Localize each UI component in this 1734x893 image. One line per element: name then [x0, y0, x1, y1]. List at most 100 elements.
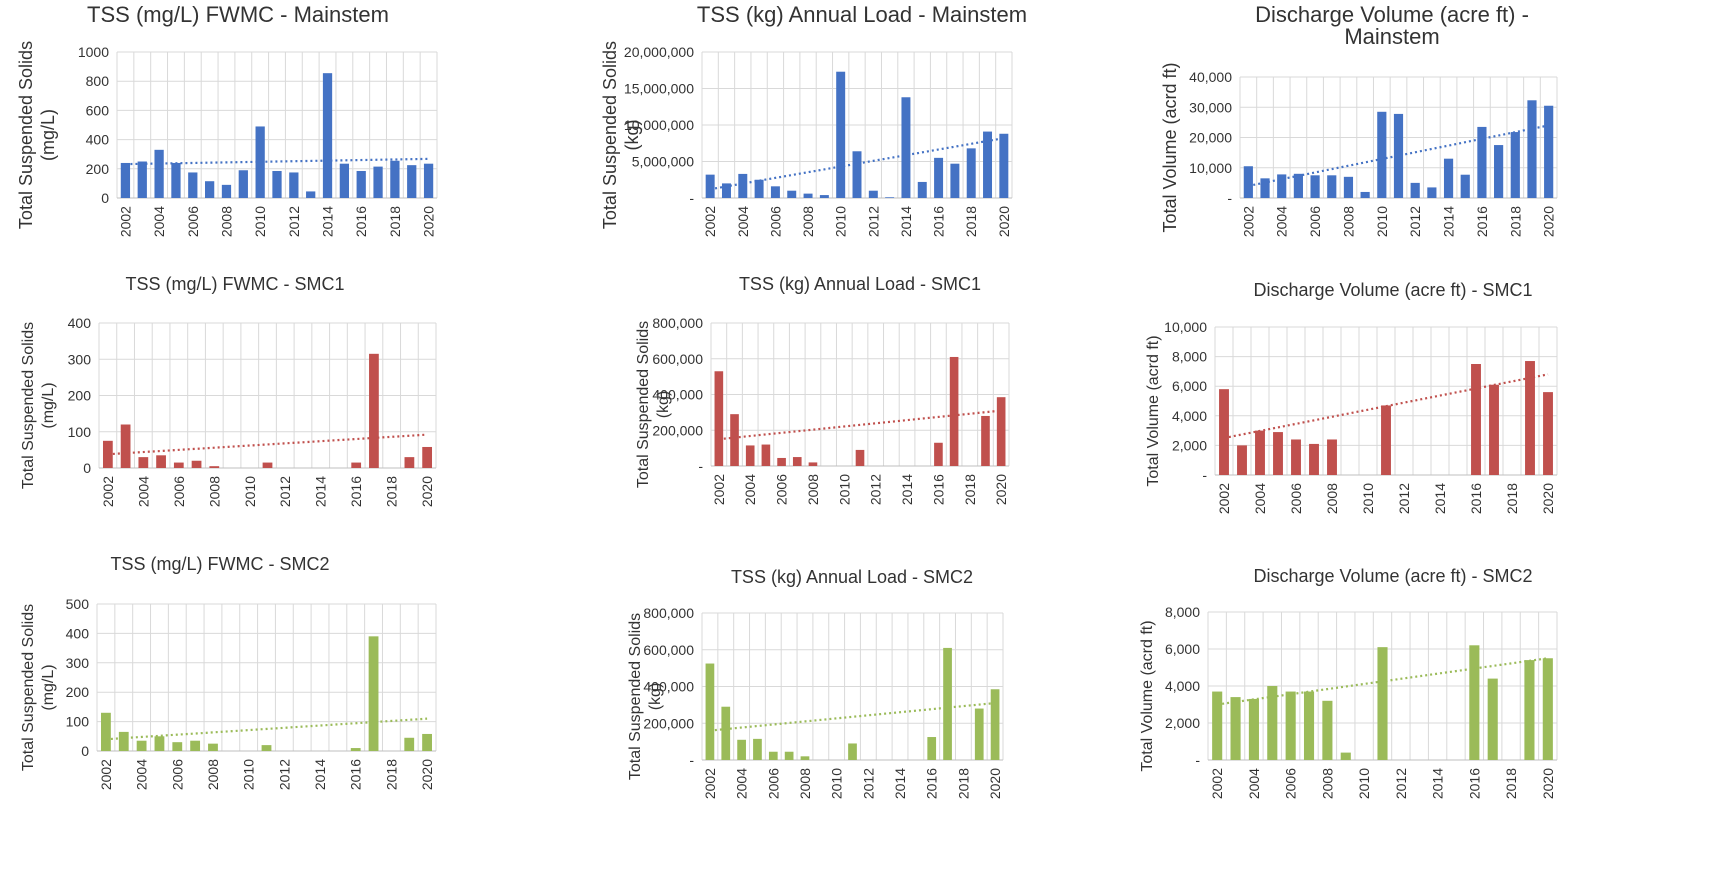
- x-tick-label: 2020: [1540, 483, 1556, 514]
- y-tick-label: 500: [66, 596, 90, 612]
- bar-2020: [990, 689, 1000, 760]
- bar-2012: [1410, 182, 1420, 198]
- y-tick-label: 0: [101, 190, 109, 206]
- y-axis-title: Total Suspended Solids (mg/L): [16, 41, 58, 229]
- x-tick-label: 2004: [134, 759, 150, 790]
- bar-2007: [1327, 175, 1337, 198]
- bar-2008: [208, 743, 218, 751]
- bar-2004: [1255, 430, 1265, 475]
- x-tick-label: 2010: [829, 768, 845, 799]
- bar-2016: [934, 157, 944, 198]
- bar-2017: [1487, 678, 1498, 760]
- bar-2012: [289, 172, 299, 198]
- x-tick-label: 2012: [1396, 483, 1412, 514]
- y-tick-label: 30,000: [1189, 99, 1232, 115]
- bar-2003: [730, 414, 739, 466]
- bar-2015: [339, 163, 349, 198]
- x-tick-label: 2008: [1324, 483, 1340, 514]
- bar-2007: [205, 181, 215, 198]
- x-tick-label: 2002: [98, 759, 114, 790]
- bar-2005: [154, 736, 165, 751]
- bar-2004: [136, 740, 147, 751]
- bar-2005: [1267, 686, 1278, 760]
- bar-2011: [852, 151, 862, 198]
- bar-2007: [190, 740, 201, 751]
- y-tick-label: 400: [68, 315, 92, 331]
- x-tick-label: 2016: [924, 768, 940, 799]
- x-tick-label: 2004: [1246, 768, 1262, 799]
- y-tick-label: 1000: [78, 44, 109, 60]
- y-tick-label: 100: [66, 714, 90, 730]
- bar-2003: [1237, 445, 1247, 475]
- y-axis-title: Total Suspended Solids (kg): [600, 41, 642, 229]
- x-tick-label: 2018: [1503, 768, 1519, 799]
- x-tick-label: 2008: [206, 476, 222, 507]
- bar-2017: [368, 636, 379, 751]
- bar-2007: [191, 460, 202, 468]
- bar-2020: [1544, 105, 1554, 198]
- bar-2010: [255, 126, 265, 198]
- bar-2018: [1510, 132, 1520, 198]
- x-tick-label: 2020: [419, 759, 435, 790]
- y-tick-label: -: [698, 458, 703, 474]
- chart-title: TSS (kg) Annual Load - SMC2: [731, 567, 973, 587]
- bar-2012: [868, 190, 878, 198]
- x-tick-label: 2010: [1360, 483, 1376, 514]
- x-tick-label: 2006: [171, 476, 187, 507]
- chart-3: Discharge Volume (acre ft) -Mainstem - 10,…: [1160, 2, 1558, 237]
- x-tick-label: 2004: [1274, 206, 1290, 237]
- x-tick-label: 2004: [742, 474, 758, 505]
- chart-title: TSS (mg/L) FWMC - SMC1: [126, 274, 345, 294]
- bar-2019: [1525, 361, 1535, 475]
- chart-title: Discharge Volume (acre ft) - SMC2: [1253, 566, 1532, 586]
- y-tick-label: -: [689, 190, 694, 206]
- y-tick-label: 10,000,000: [624, 117, 694, 133]
- bar-2004: [745, 445, 755, 466]
- y-tick-label: 800,000: [652, 315, 703, 331]
- y-tick-label: -: [689, 752, 694, 768]
- y-axis-title: Total Volume (acrd ft): [1145, 335, 1162, 486]
- bar-2005: [156, 455, 166, 468]
- x-tick-label: 2014: [892, 768, 908, 799]
- bar-2004: [1248, 698, 1259, 760]
- y-tick-label: 800: [86, 73, 110, 89]
- x-tick-label: 2016: [348, 759, 364, 790]
- x-tick-label: 2010: [836, 474, 852, 505]
- y-axis-title: Total Suspended Solids (kg): [635, 321, 672, 488]
- trend-line: [1223, 373, 1549, 440]
- y-tick-label: 600,000: [643, 642, 694, 658]
- bar-2004: [154, 149, 164, 198]
- y-tick-label: 5,000,000: [632, 154, 694, 170]
- bar-2017: [369, 353, 379, 468]
- x-tick-label: 2006: [1307, 206, 1323, 237]
- x-tick-label: 2020: [421, 206, 437, 237]
- bar-2020: [1543, 392, 1553, 475]
- x-tick-label: 2016: [1474, 206, 1490, 237]
- chart-9: Discharge Volume (acre ft) - SMC2 - 2,000 4…: [1139, 566, 1558, 799]
- y-tick-label: 8,000: [1172, 349, 1207, 365]
- bar-2008: [808, 462, 818, 466]
- bar-2020: [996, 397, 1006, 466]
- chart-title: TSS (kg) Annual Load - Mainstem: [697, 2, 1027, 27]
- bar-2016: [351, 462, 362, 468]
- bar-2019: [407, 165, 417, 198]
- x-tick-label: 2004: [151, 206, 167, 237]
- x-tick-label: 2004: [735, 206, 751, 237]
- chart-8: TSS (kg) Annual Load - SMC2 - 200,000 400,0…: [627, 567, 1004, 799]
- y-tick-label: 300: [66, 655, 90, 671]
- bar-2002: [1212, 691, 1223, 760]
- y-tick-label: 2,000: [1165, 715, 1200, 731]
- bar-2008: [800, 756, 810, 760]
- x-tick-label: 2016: [353, 206, 369, 237]
- bar-2003: [137, 161, 147, 198]
- bar-2016: [934, 442, 943, 466]
- bar-2020: [999, 133, 1009, 198]
- chart-title: TSS (kg) Annual Load - SMC1: [739, 274, 981, 294]
- x-tick-label: 2012: [276, 759, 292, 790]
- bar-2016: [1469, 645, 1480, 760]
- y-tick-label: 200: [86, 161, 110, 177]
- y-tick-label: 200: [66, 684, 90, 700]
- trend-line: [1248, 124, 1549, 187]
- x-tick-label: 2012: [286, 206, 302, 237]
- x-tick-label: 2016: [1468, 483, 1484, 514]
